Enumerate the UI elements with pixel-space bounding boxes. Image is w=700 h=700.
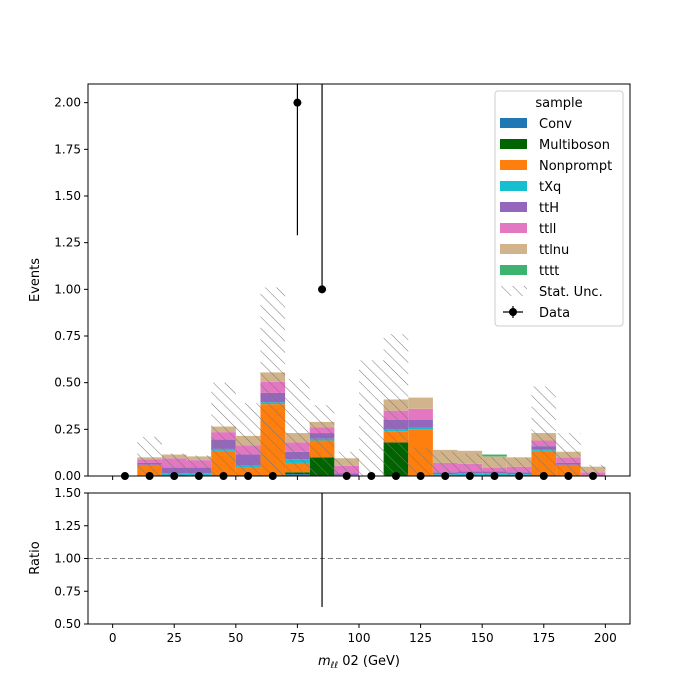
legend-title: sample [535,96,582,111]
x-axis-label: mℓℓ 02 (GeV) [318,654,400,671]
stat-unc-bin [506,457,532,476]
ratio-y-ticks: 0.50 0.75 1.00 1.25 1.50 [54,486,88,631]
y-tick-label: 0.25 [54,422,81,436]
stat-unc-bin [457,453,483,476]
data-point [318,285,327,294]
stat-unc-bin [137,436,162,476]
y-axis-label: Events [28,258,43,302]
bar-segment-tth [408,420,433,428]
y-tick-label: 1.75 [54,142,81,156]
legend-data-marker [509,308,517,316]
y-tick-label: 1.25 [54,236,81,250]
legend-swatch-ttll [500,223,527,233]
legend-swatch-ttlnu [500,244,527,254]
legend-label-stat-unc: Stat. Unc. [539,285,603,300]
main-x-ticks [112,476,606,480]
legend-swatch-tttt [500,265,527,275]
ratio-plot-area: 0 25 50 75 100 125 150 175 200 0.50 0.75 1.00 1.25 1… [54,486,631,645]
data-point [293,98,302,107]
x-tick-label: 25 [167,631,182,645]
ratio-content [88,493,630,607]
x-tick-label: 100 [348,631,371,645]
ratio-y-tick-label: 1.50 [54,486,81,500]
x-axis-label-rest: 02 (GeV) [338,654,400,669]
stat-unc-bin [334,451,359,476]
y-tick-label: 1.00 [54,282,81,296]
legend-label-nonprompt: Nonprompt [539,159,612,174]
x-axis-label-sub: ℓℓ [330,661,338,671]
x-tick-label: 50 [228,631,243,645]
x-tick-label: 200 [594,631,617,645]
legend-label-txq: tXq [539,180,561,195]
bar-segment-ttll [408,408,433,420]
stat-unc-bin [531,386,557,476]
bar-segment-tttt [482,454,507,457]
stat-unc-bin [260,287,286,476]
legend-swatch-conv [500,118,527,128]
x-tick-label: 125 [409,631,432,645]
stat-unc-bin [556,433,581,476]
legend-swatch-nonprompt [500,160,527,170]
legend-entries: Conv Multiboson Nonprompt tXq ttH ttll ttlnu tt… [500,117,612,321]
y-tick-label: 2.00 [54,96,81,110]
legend-swatch-tth [500,202,527,212]
y-tick-label: 0.00 [54,469,81,483]
legend: sample Conv Multiboson Nonprompt tXq ttH ttll… [494,90,624,327]
x-tick-label: 0 [109,631,117,645]
y-tick-label: 0.75 [54,329,81,343]
legend-label-ttll: ttll [539,222,556,237]
stat-unc-bin [186,455,212,476]
x-tick-label: 150 [471,631,494,645]
bar-segment-txq [408,427,433,430]
legend-label-tth: ttH [539,201,559,216]
ratio-y-tick-label: 0.50 [54,617,81,631]
legend-label-conv: Conv [539,117,572,132]
main-plot-area: 0.00 0.25 0.50 0.75 1.00 1.25 1.50 1.75 2.00 [54,83,631,483]
legend-label-data: Data [539,306,570,321]
y-tick-label: 0.50 [54,376,81,390]
stat-unc-bin [285,378,310,476]
stat-unc-bin [383,334,409,476]
legend-label-tttt: tttt [539,264,559,279]
stat-unc-bin [432,451,458,476]
y-tick-label: 1.50 [54,189,81,203]
stat-uncertainty-band [137,287,606,476]
stat-unc-bin [482,457,507,476]
stat-unc-bin [211,382,236,476]
bar-segment-ttlnu [408,397,433,409]
stat-unc-bin [580,464,606,476]
x-tick-label: 175 [532,631,555,645]
main-y-ticks: 0.00 0.25 0.50 0.75 1.00 1.25 1.50 1.75 2.00 [54,96,88,483]
ratio-x-ticks: 0 25 50 75 100 125 150 175 200 [109,624,617,645]
x-axis-label-main: m [318,654,331,669]
stat-unc-bin [359,360,384,476]
stat-unc-bin [309,405,335,476]
stat-unc-bin [408,448,433,476]
ratio-y-tick-label: 1.00 [54,552,81,566]
legend-label-multiboson: Multiboson [539,138,610,153]
stat-unc-bin [161,453,187,476]
stat-unc-bin [235,403,261,476]
legend-label-ttlnu: ttlnu [539,243,569,258]
ratio-y-axis-label: Ratio [28,541,43,574]
x-tick-label: 75 [290,631,305,645]
ratio-y-tick-label: 0.75 [54,584,81,598]
legend-swatch-multiboson [500,139,527,149]
legend-swatch-stat-unc [500,286,527,296]
legend-swatch-txq [500,181,527,191]
ratio-y-tick-label: 1.25 [54,519,81,533]
